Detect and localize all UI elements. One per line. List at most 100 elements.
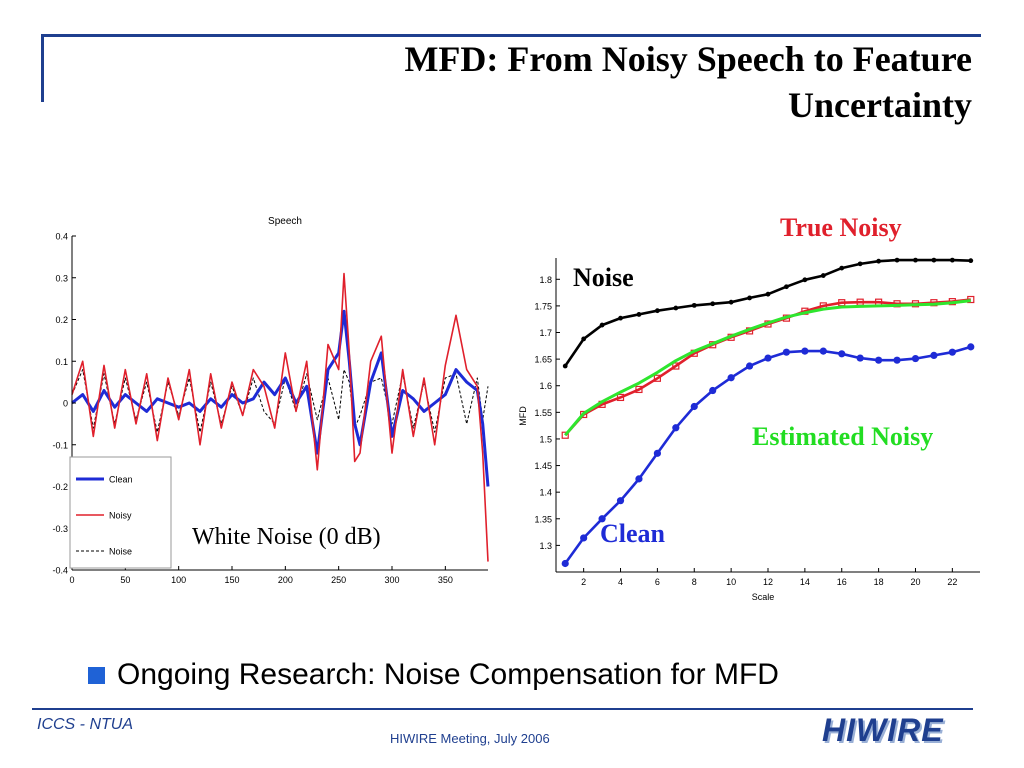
mfd-point-clean <box>635 475 643 483</box>
mfd-point-clean <box>856 354 864 362</box>
mfd-point-noise <box>691 302 697 308</box>
mfd-x-axis-label: Scale <box>752 592 775 602</box>
mfd-point-noise <box>599 322 605 328</box>
mfd-point-true-noisy <box>635 385 643 394</box>
speech-y-tick-label: -0.2 <box>52 482 68 492</box>
mfd-chart: 1.3 1.35 1.4 1.45 1.5 1.55 1.6 1.65 1.7 1.75 1.8 2 4… <box>518 213 980 602</box>
speech-chart-title: Speech <box>268 216 302 227</box>
mfd-point-noise <box>710 301 716 307</box>
hiwire-logo: HIWIRE <box>822 712 944 748</box>
speech-y-tick-label: -0.1 <box>52 440 68 450</box>
mfd-y-tick-label: 1.35 <box>534 514 552 524</box>
speech-x-tick-label: 350 <box>438 575 453 585</box>
mfd-point-noise <box>581 336 587 342</box>
mfd-point-true-noisy <box>672 362 680 370</box>
mfd-x-tick-label: 8 <box>692 577 697 587</box>
mfd-point-clean <box>875 356 883 364</box>
mfd-point-noise <box>857 261 863 267</box>
mfd-y-tick-label: 1.6 <box>539 381 552 391</box>
mfd-x-tick-label: 20 <box>910 577 920 587</box>
mfd-point-noise <box>802 277 808 283</box>
speech-x-tick-label: 0 <box>69 575 74 585</box>
mfd-point-clean <box>782 348 791 356</box>
mfd-point-noise <box>913 257 918 263</box>
mfd-point-clean <box>967 343 975 351</box>
mfd-point-noise <box>636 312 642 317</box>
mfd-point-noise <box>673 305 679 311</box>
mfd-point-clean <box>672 424 680 432</box>
mfd-x-tick-label: 22 <box>947 577 957 587</box>
speech-y-tick-label: 0.2 <box>55 315 68 325</box>
speech-legend-label: Noise <box>109 547 132 557</box>
speech-chart: 0.40.30.20.10-0.1-0.2-0.3-0.40 50 100 150 20… <box>52 216 490 585</box>
mfd-point-noise <box>931 257 937 263</box>
mfd-label-clean: Clean <box>600 519 666 548</box>
bullet-square-icon <box>88 666 105 684</box>
mfd-point-noise <box>654 308 660 314</box>
mfd-point-noise <box>618 315 623 321</box>
mfd-point-clean <box>727 374 735 382</box>
bullet-text: Ongoing Research: Noise Compensation for… <box>117 658 779 691</box>
speech-x-tick-label: 100 <box>171 575 186 585</box>
mfd-x-tick-label: 12 <box>763 577 773 587</box>
mfd-point-clean <box>764 354 772 362</box>
mfd-x-tick-label: 16 <box>837 577 847 587</box>
mfd-point-clean <box>838 350 846 358</box>
mfd-point-noise <box>839 265 845 271</box>
mfd-point-clean <box>745 362 754 370</box>
mfd-y-tick-label: 1.55 <box>534 408 552 418</box>
mfd-x-tick-label: 2 <box>581 577 586 587</box>
mfd-point-clean <box>580 534 588 542</box>
mfd-point-clean <box>801 347 809 355</box>
slide-title: MFD: From Noisy Speech to Feature Uncert… <box>404 39 972 125</box>
mfd-point-clean <box>893 356 901 364</box>
mfd-point-noise <box>562 363 568 369</box>
mfd-point-clean <box>709 386 717 395</box>
mfd-plot-area <box>556 258 980 572</box>
mfd-point-noise <box>876 258 882 264</box>
title-accent-line <box>41 34 981 37</box>
speech-series-noisy <box>71 272 489 562</box>
mfd-x-tick-label: 18 <box>874 577 884 587</box>
mfd-point-true-noisy <box>580 410 588 419</box>
mfd-x-tick-label: 4 <box>618 577 623 587</box>
mfd-point-clean <box>561 559 569 568</box>
mfd-point-noise <box>949 257 955 263</box>
mfd-y-tick-label: 1.75 <box>534 301 552 311</box>
mfd-y-tick-label: 1.7 <box>539 328 552 338</box>
speech-x-tick-label: 150 <box>224 575 239 585</box>
speech-annotation: White Noise (0 dB) <box>192 524 381 550</box>
mfd-point-noise <box>728 299 734 305</box>
speech-y-tick-label: -0.3 <box>52 524 68 534</box>
mfd-x-tick-label: 6 <box>655 577 660 587</box>
speech-legend-label: Clean <box>109 475 133 485</box>
mfd-point-true-noisy <box>561 431 569 439</box>
speech-series-clean <box>71 309 490 487</box>
mfd-point-true-noisy <box>653 374 661 382</box>
mfd-y-tick-label: 1.45 <box>534 461 552 471</box>
footer-meeting: HIWIRE Meeting, July 2006 <box>390 731 550 746</box>
mfd-label-true-noisy: True Noisy <box>780 213 902 242</box>
mfd-point-true-noisy <box>616 393 625 402</box>
mfd-label-noise: Noise <box>573 263 634 292</box>
speech-x-tick-label: 250 <box>331 575 346 585</box>
footer-institution: ICCS - NTUA <box>37 716 133 733</box>
speech-y-tick-label: 0.3 <box>55 273 68 283</box>
mfd-y-tick-label: 1.4 <box>539 488 552 498</box>
speech-x-tick-label: 300 <box>384 575 399 585</box>
mfd-y-tick-label: 1.3 <box>539 541 552 551</box>
mfd-x-tick-label: 10 <box>726 577 736 587</box>
speech-y-tick-label: -0.4 <box>52 566 68 576</box>
speech-legend-box <box>69 456 172 569</box>
mfd-point-clean <box>690 402 698 411</box>
mfd-y-tick-label: 1.65 <box>534 355 552 365</box>
mfd-point-clean <box>819 347 827 355</box>
mfd-label-estimated-noisy: Estimated Noisy <box>752 422 933 451</box>
mfd-y-axis-label: MFD <box>518 406 528 426</box>
speech-y-tick-label: 0 <box>63 399 68 409</box>
mfd-y-tick-label: 1.8 <box>539 275 552 285</box>
speech-y-tick-label: 0.4 <box>55 232 68 242</box>
title-accent-bar <box>41 34 44 102</box>
mfd-point-noise <box>820 273 826 278</box>
